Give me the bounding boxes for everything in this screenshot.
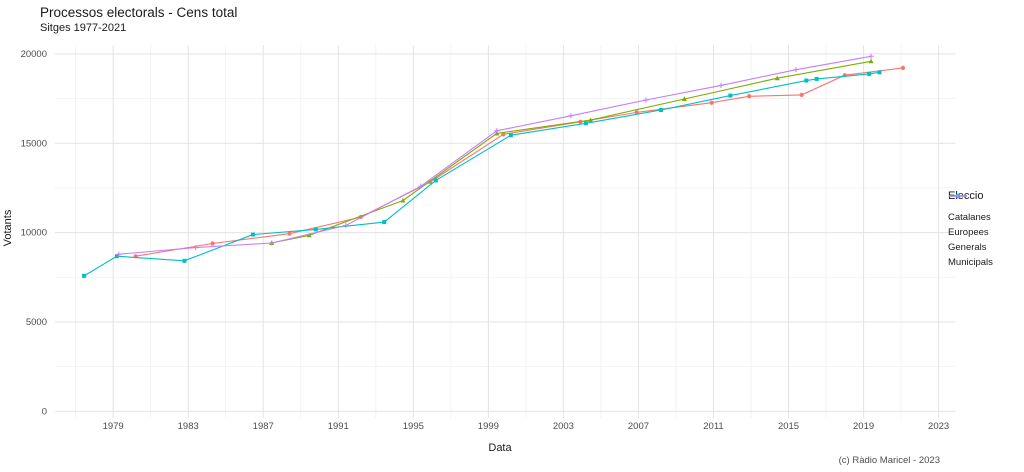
y-tick-label: 0 bbox=[42, 406, 47, 417]
legend-items: Catalanes Europees Generals Municipals bbox=[948, 193, 993, 270]
data-point-generals bbox=[658, 108, 663, 113]
data-point-catalanes bbox=[210, 241, 215, 246]
x-tick-label: 2007 bbox=[628, 421, 649, 432]
legend-item-catalanes: Catalanes bbox=[948, 193, 993, 225]
legend-item-municipals: Municipals bbox=[948, 193, 993, 270]
data-point-generals bbox=[508, 133, 513, 138]
y-axis-title: Votants bbox=[2, 209, 14, 247]
data-point-generals bbox=[114, 254, 119, 259]
chart-subtitle: Sitges 1977-2021 bbox=[40, 22, 127, 34]
data-point-generals bbox=[82, 273, 87, 278]
data-point-generals bbox=[182, 258, 187, 263]
x-tick-label: 1991 bbox=[328, 421, 349, 432]
legend-item-generals: Generals bbox=[948, 194, 993, 255]
data-point-catalanes bbox=[747, 94, 752, 99]
data-point-generals bbox=[313, 227, 318, 232]
data-point-catalanes bbox=[709, 100, 714, 105]
y-tick-label: 15000 bbox=[21, 138, 47, 149]
legend-key-plus-icon bbox=[949, 193, 967, 199]
y-tick-label: 10000 bbox=[21, 228, 47, 239]
series-line-europees bbox=[271, 60, 872, 244]
data-point-catalanes bbox=[634, 110, 639, 115]
data-point-generals bbox=[877, 70, 882, 75]
data-point-catalanes bbox=[287, 231, 292, 236]
x-tick-label: 2023 bbox=[928, 421, 949, 432]
x-tick-label: 1983 bbox=[178, 421, 199, 432]
legend-label: Europees bbox=[948, 227, 989, 238]
chart-title: Processos electorals - Cens total bbox=[40, 5, 238, 20]
legend-label: Catalanes bbox=[948, 212, 991, 223]
data-point-generals bbox=[867, 71, 872, 76]
legend-item-europees: Europees bbox=[948, 193, 993, 240]
data-point-generals bbox=[250, 232, 255, 237]
legend-label: Municipals bbox=[948, 257, 993, 268]
data-point-europees bbox=[306, 232, 312, 238]
data-point-generals bbox=[583, 121, 588, 126]
x-tick-label: 2015 bbox=[778, 421, 799, 432]
x-axis-title: Data bbox=[488, 442, 512, 454]
y-tick-label: 20000 bbox=[21, 49, 47, 60]
data-point-europees bbox=[868, 58, 874, 64]
x-tick-label: 1995 bbox=[403, 421, 424, 432]
data-point-europees bbox=[774, 75, 780, 81]
data-point-generals bbox=[382, 220, 387, 225]
data-point-catalanes bbox=[900, 65, 906, 70]
data-point-generals bbox=[433, 178, 438, 183]
data-point-generals bbox=[814, 76, 819, 81]
x-tick-label: 1979 bbox=[103, 421, 124, 432]
legend-label: Generals bbox=[948, 242, 987, 253]
x-tick-label: 1987 bbox=[253, 421, 274, 432]
y-tick-label: 5000 bbox=[26, 317, 47, 328]
data-point-europees bbox=[588, 117, 594, 123]
data-point-europees bbox=[681, 96, 687, 101]
series-line-municipals bbox=[118, 55, 872, 255]
x-tick-label: 2019 bbox=[853, 421, 874, 432]
data-point-catalanes bbox=[799, 92, 804, 97]
chart-caption: (c) Ràdio Maricel - 2023 bbox=[838, 455, 940, 466]
series-line-catalanes bbox=[135, 67, 904, 257]
legend: Eleccio Catalanes Europees Generals Municip… bbox=[948, 190, 993, 270]
x-tick-label: 2003 bbox=[553, 421, 574, 432]
data-point-catalanes bbox=[501, 132, 506, 137]
data-point-generals bbox=[804, 78, 809, 83]
x-tick-label: 1999 bbox=[478, 421, 499, 432]
data-point-generals bbox=[728, 93, 733, 98]
data-point-catalanes bbox=[428, 179, 433, 185]
data-point-europees bbox=[400, 197, 406, 203]
x-tick-label: 2011 bbox=[703, 421, 723, 432]
